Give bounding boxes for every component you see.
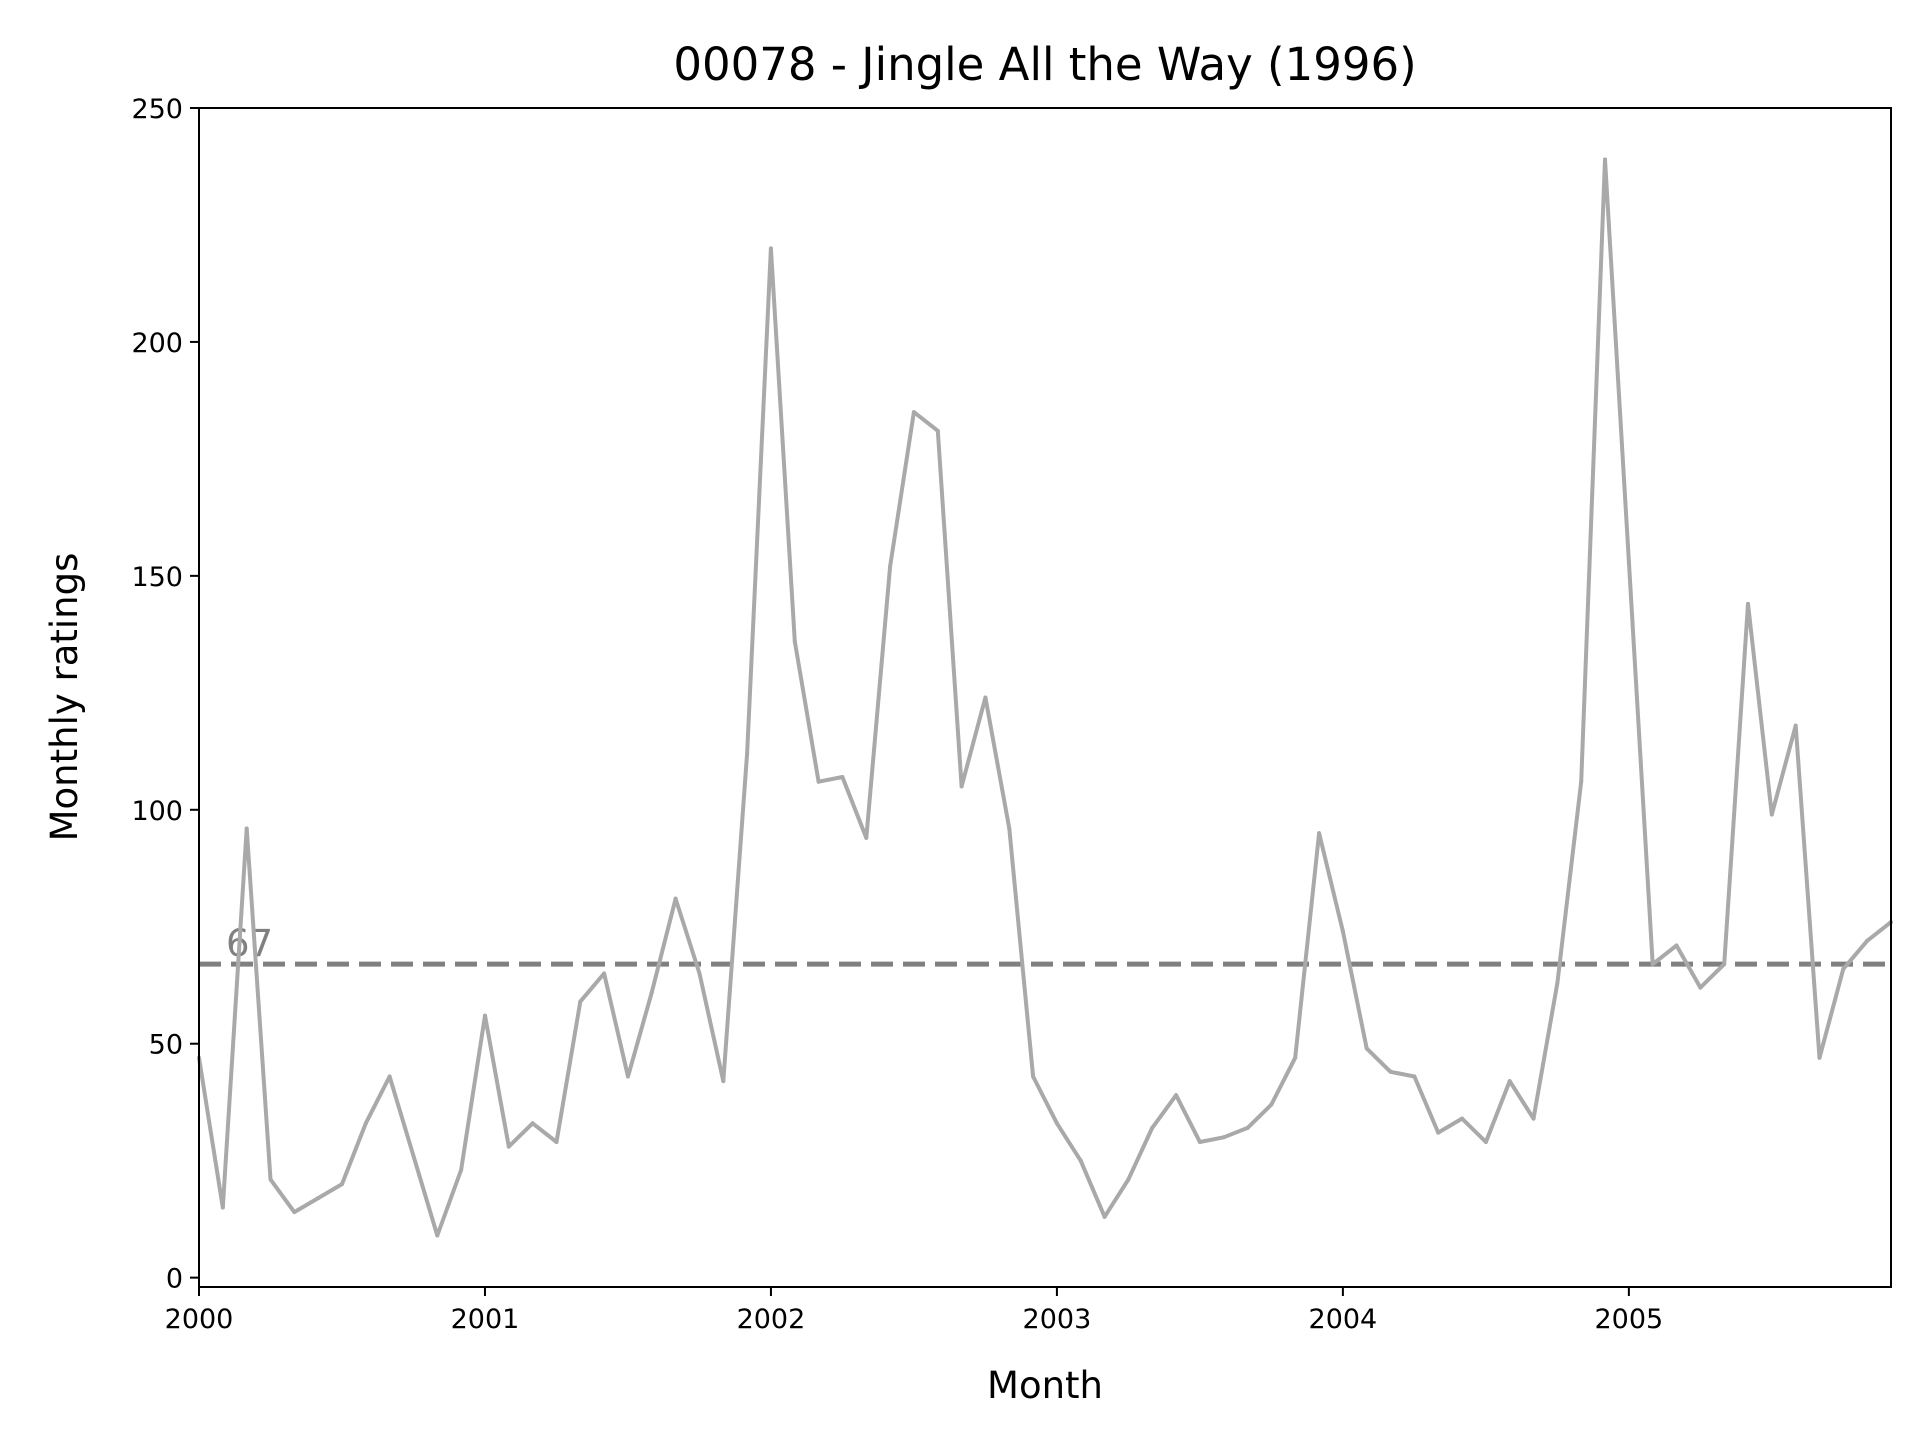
data-point bbox=[363, 1121, 368, 1126]
data-point bbox=[268, 1177, 273, 1182]
data-point bbox=[745, 751, 750, 756]
data-point bbox=[1126, 1177, 1131, 1182]
data-point bbox=[1174, 1093, 1179, 1098]
y-tick-label: 250 bbox=[131, 94, 183, 125]
data-point bbox=[792, 639, 797, 644]
data-point bbox=[459, 1168, 464, 1173]
data-point bbox=[1364, 1046, 1369, 1051]
data-point bbox=[1436, 1130, 1441, 1135]
y-tick-label: 0 bbox=[166, 1264, 183, 1295]
y-tick-label: 150 bbox=[131, 562, 183, 593]
data-point bbox=[840, 775, 845, 780]
data-point bbox=[983, 695, 988, 700]
data-point bbox=[625, 1074, 630, 1079]
x-tick-label: 2004 bbox=[1309, 1304, 1378, 1335]
y-tick-label: 200 bbox=[131, 328, 183, 359]
data-point bbox=[959, 784, 964, 789]
data-point bbox=[554, 1139, 559, 1144]
data-point bbox=[864, 835, 869, 840]
data-point bbox=[1150, 1125, 1155, 1130]
data-point bbox=[1698, 985, 1703, 990]
data-point bbox=[1722, 962, 1727, 967]
x-tick-label: 2000 bbox=[165, 1304, 234, 1335]
data-point bbox=[1483, 1139, 1488, 1144]
data-point bbox=[1793, 723, 1798, 728]
data-point bbox=[1388, 1069, 1393, 1074]
x-tick-label: 2002 bbox=[737, 1304, 806, 1335]
data-point bbox=[1460, 1116, 1465, 1121]
data-point bbox=[1078, 1158, 1083, 1163]
plot-frame bbox=[198, 107, 1892, 1288]
x-tick-label: 2003 bbox=[1023, 1304, 1092, 1335]
data-point bbox=[1817, 1055, 1822, 1060]
data-point bbox=[1293, 1055, 1298, 1060]
data-point bbox=[1650, 962, 1655, 967]
reference-line-layer: 67 bbox=[199, 922, 1891, 967]
data-point bbox=[673, 896, 678, 901]
chart-title: 00078 - Jingle All the Way (1996) bbox=[673, 38, 1416, 91]
data-point bbox=[1245, 1125, 1250, 1130]
data-point bbox=[1769, 812, 1774, 817]
x-tick-label: 2001 bbox=[451, 1304, 520, 1335]
data-point bbox=[1054, 1121, 1059, 1126]
data-point bbox=[721, 1079, 726, 1084]
y-tick-label: 100 bbox=[131, 796, 183, 827]
data-point bbox=[1197, 1139, 1202, 1144]
data-point bbox=[292, 1210, 297, 1215]
data-point bbox=[1340, 929, 1345, 934]
x-axis: 2000 2001 2002 2003 2004 2005 bbox=[165, 1287, 1663, 1335]
data-point bbox=[1317, 831, 1322, 836]
data-point bbox=[935, 428, 940, 433]
data-point bbox=[888, 564, 893, 569]
data-point bbox=[387, 1074, 392, 1079]
data-point bbox=[602, 971, 607, 976]
data-point bbox=[768, 246, 773, 251]
data-point bbox=[816, 779, 821, 784]
y-axis: 0 50 100 150 200 250 bbox=[131, 94, 199, 1295]
data-point bbox=[1674, 943, 1679, 948]
data-point bbox=[578, 999, 583, 1004]
series-line-0 bbox=[197, 157, 1893, 1238]
data-point bbox=[1269, 1102, 1274, 1107]
data-point bbox=[435, 1233, 440, 1238]
data-point bbox=[316, 1196, 321, 1201]
data-point bbox=[649, 990, 654, 995]
data-point bbox=[1841, 966, 1846, 971]
data-point bbox=[506, 1144, 511, 1149]
data-point bbox=[411, 1154, 416, 1158]
data-point bbox=[1221, 1135, 1226, 1140]
data-point bbox=[697, 971, 702, 976]
y-axis-label: Monthly ratings bbox=[43, 553, 86, 842]
y-tick-label: 50 bbox=[149, 1030, 183, 1061]
data-point bbox=[911, 410, 916, 415]
data-point bbox=[482, 1013, 487, 1018]
x-axis-label: Month bbox=[987, 1364, 1103, 1407]
data-point bbox=[1102, 1214, 1107, 1219]
reference-line-label: 67 bbox=[226, 922, 273, 965]
data-point bbox=[530, 1121, 535, 1126]
data-point bbox=[1507, 1079, 1512, 1084]
data-point bbox=[1579, 779, 1584, 784]
data-point bbox=[1746, 601, 1751, 606]
data-point bbox=[1531, 1116, 1536, 1121]
data-point bbox=[1603, 157, 1608, 162]
data-point bbox=[244, 826, 249, 831]
data-point bbox=[1626, 559, 1631, 564]
data-point bbox=[1555, 980, 1560, 985]
data-point bbox=[220, 1205, 225, 1210]
data-point bbox=[339, 1182, 344, 1187]
data-point bbox=[1865, 938, 1870, 943]
x-tick-label: 2005 bbox=[1594, 1304, 1663, 1335]
data-point bbox=[1007, 826, 1012, 831]
data-point bbox=[1031, 1074, 1036, 1079]
data-point bbox=[1412, 1074, 1417, 1079]
